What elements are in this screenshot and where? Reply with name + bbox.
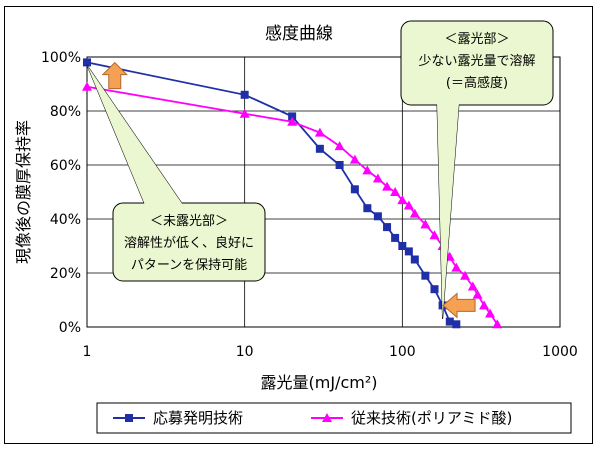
data-point (472, 289, 483, 299)
data-point (363, 204, 372, 213)
x-tick-label: 1000 (542, 344, 578, 360)
data-point (82, 81, 92, 91)
y-tick-labels: 0% 20% 40% 60% 80% 100% (41, 50, 81, 336)
y-tick-label: 80% (50, 104, 81, 120)
callout-line: 少ない露光量で溶解 (418, 54, 535, 69)
data-point (350, 185, 359, 194)
callout-line: ＜露光部＞ (444, 32, 509, 47)
left-arrow-icon (442, 292, 476, 319)
y-tick-label: 20% (50, 266, 81, 282)
callout-line: パターンを保持可能 (131, 258, 247, 273)
x-tick-labels: 1 10 100 1000 (83, 344, 578, 360)
data-point (239, 108, 250, 118)
x-tick-label: 10 (236, 344, 254, 360)
data-point (335, 161, 344, 169)
data-point (445, 317, 454, 326)
data-point (467, 281, 478, 291)
data-point (382, 181, 393, 191)
data-point (288, 112, 297, 121)
callout-box (112, 202, 266, 282)
data-point (403, 200, 414, 210)
data-point (409, 208, 420, 218)
legend: 応募発明技術 従来技術(ポリアミド酸) (96, 402, 572, 434)
callout-line: ＜未露光部＞ (150, 214, 228, 229)
data-point (372, 173, 383, 183)
data-point (485, 308, 496, 318)
x-tick-label: 100 (389, 344, 416, 360)
x-axis-label: 露光量(mJ/cm²) (261, 373, 378, 392)
legend-label: 従来技術(ポリアミド酸) (351, 409, 512, 427)
callout-pointer-fill (87, 65, 183, 205)
data-point (240, 90, 249, 99)
data-point (452, 320, 461, 329)
y-tick-label: 100% (41, 50, 81, 66)
data-point (83, 58, 91, 67)
data-point (391, 233, 400, 242)
data-point (314, 127, 325, 137)
y-axis-label: 現像後の膜厚保持率 (14, 120, 33, 264)
data-point (349, 154, 360, 164)
data-point (404, 247, 413, 256)
data-point (460, 270, 471, 280)
data-point (398, 242, 407, 250)
data-point (479, 300, 490, 310)
callout-exposed: ＜露光部＞ 少ない露光量で溶解 (＝高感度) (400, 20, 554, 319)
highlight-arrows (101, 61, 476, 319)
data-point (492, 319, 503, 329)
data-point (421, 271, 430, 280)
data-point (430, 285, 439, 294)
legend-marker (125, 414, 133, 422)
data-point (383, 223, 392, 232)
data-point (390, 187, 401, 196)
y-tick-label: 0% (59, 320, 81, 336)
legend-marker (322, 413, 332, 422)
callout-line: 溶解性が低く、良好に (124, 235, 254, 251)
data-point (362, 165, 373, 175)
data-point (373, 212, 382, 221)
x-tick-label: 1 (83, 344, 92, 360)
chart-frame: 感度曲線 0% 20% 40% 60% 80% 100% 1 10 100 1000 現像後の膜… (4, 6, 593, 444)
data-point (410, 255, 419, 264)
callout-box (400, 20, 554, 106)
data-point (451, 262, 462, 272)
callout-line: (＝高感度) (446, 75, 508, 91)
data-point (420, 219, 431, 229)
up-arrow-icon (101, 61, 128, 90)
data-point (397, 195, 408, 205)
data-point (287, 116, 298, 126)
callout-pointer (86, 64, 184, 206)
sensitivity-chart: 感度曲線 0% 20% 40% 60% 80% 100% 1 10 100 1000 現像後の膜… (14, 20, 578, 434)
plot-area (86, 56, 561, 328)
chart-title: 感度曲線 (265, 24, 333, 44)
data-point (429, 230, 440, 240)
y-tick-label: 60% (50, 158, 81, 174)
data-point (315, 144, 324, 153)
data-point (334, 141, 345, 151)
callout-pointer-fill (437, 103, 459, 319)
legend-label: 応募発明技術 (153, 409, 243, 427)
y-tick-label: 40% (50, 212, 81, 228)
